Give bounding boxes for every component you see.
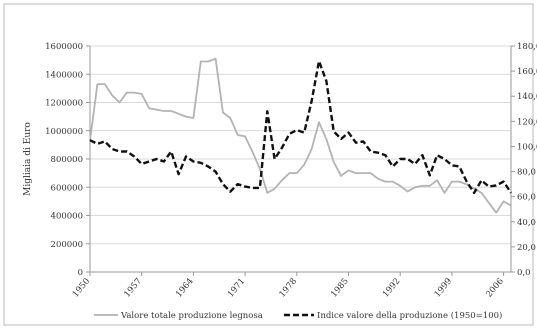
left-tick-label-0: 0 (78, 268, 83, 278)
right-tick-label-7: 140,0 (517, 92, 537, 102)
left-tick-label-1: 200000 (51, 240, 83, 250)
right-tick-label-4: 80,0 (517, 168, 536, 178)
left-tick-label-2: 400000 (51, 212, 83, 222)
series-line-0 (89, 57, 512, 214)
left-tick-label-4: 800000 (51, 155, 83, 165)
right-tick-label-2: 40,0 (517, 218, 536, 228)
legend-label-indice-valore: Indice valore della produzione (1950=100… (317, 310, 502, 321)
right-tick-label-0: 0,0 (517, 268, 531, 278)
left-axis-ticks: 0 200000 400000 600000 800000 1000000 1200000 1… (45, 42, 90, 278)
left-tick-label-6: 1200000 (45, 99, 83, 109)
right-tick-label-3: 60,0 (517, 193, 536, 203)
left-tick-label-3: 600000 (51, 183, 83, 193)
right-axis-ticks: 0,0 20,0 40,0 60,0 80,0 100,0 120,0 140,0 160,0 1… (511, 42, 537, 278)
y-axis-title: Migliaia di Euro (23, 122, 33, 196)
right-tick-label-9: 180,0 (517, 42, 537, 52)
legend: Valore totale produzione legnosa Indice … (94, 310, 502, 321)
right-tick-label-1: 20,0 (517, 243, 536, 253)
right-tick-label-5: 100,0 (517, 142, 537, 152)
left-tick-label-7: 1400000 (45, 70, 83, 80)
series-lines (89, 57, 513, 214)
right-tick-label-8: 160,0 (517, 67, 537, 77)
left-tick-label-8: 1600000 (45, 42, 83, 52)
right-tick-label-6: 120,0 (517, 117, 537, 127)
legend-label-valore-totale: Valore totale produzione legnosa (120, 311, 263, 321)
left-tick-label-5: 1000000 (45, 127, 83, 137)
series-line-1 (89, 59, 513, 195)
